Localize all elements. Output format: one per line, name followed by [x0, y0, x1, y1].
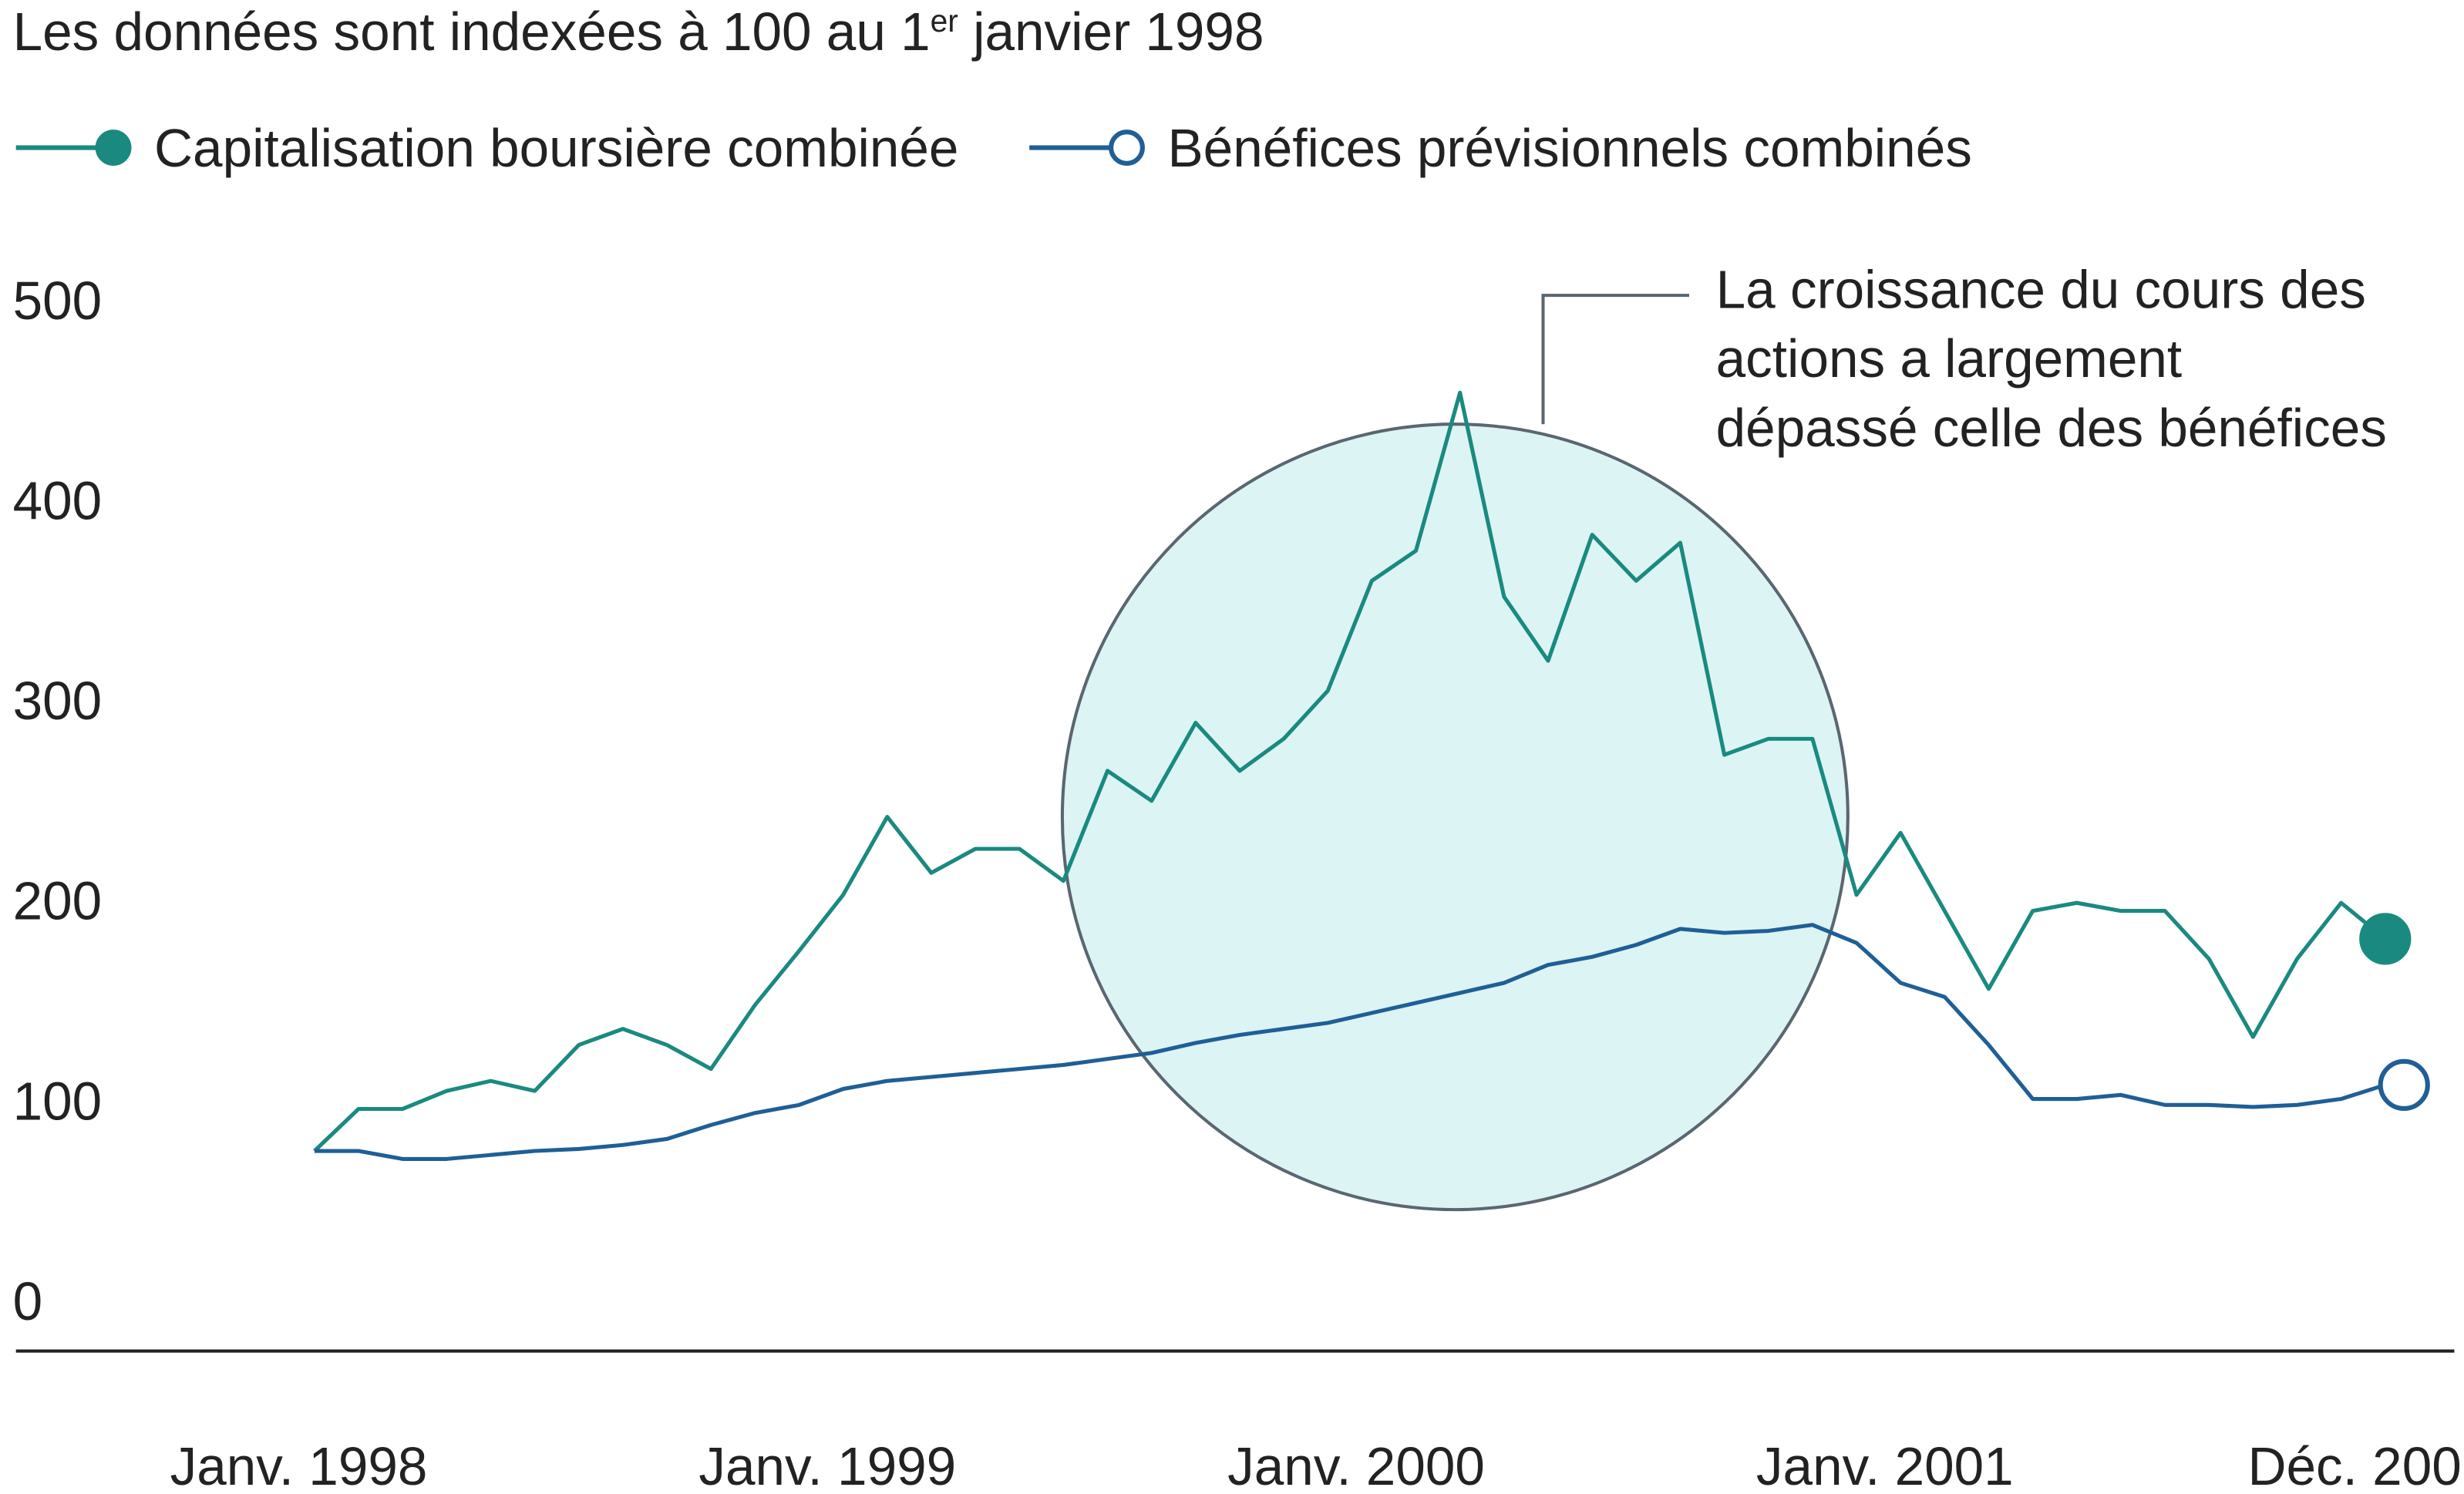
y-tick-label: 400	[13, 471, 103, 531]
y-tick-label: 100	[13, 1071, 103, 1131]
x-tick-label: Janv. 2001	[1756, 1436, 2014, 1494]
highlight-circle	[1060, 422, 1850, 1212]
x-tick-label: Janv. 2000	[1227, 1436, 1485, 1494]
annotation: dépassé celle des bénéfices	[1716, 398, 2387, 458]
subtitle-part: janvier 1998	[958, 2, 1264, 62]
y-tick-label: 200	[13, 871, 103, 931]
x-tick-label: Janv. 1999	[698, 1436, 956, 1494]
y-tick-label: 0	[13, 1271, 43, 1331]
subtitle: Les données sont indexées à 100 au 1er j…	[13, 2, 1264, 62]
x-tick-label: Janv. 1998	[170, 1436, 428, 1494]
annotation-leader	[1541, 294, 1690, 425]
legend-marker	[95, 130, 132, 166]
y-tick-label: 500	[13, 271, 103, 331]
end-marker	[2359, 913, 2412, 965]
legend-label: Bénéfices prévisionnels combinés	[1167, 118, 1971, 178]
data-line	[313, 390, 2387, 1152]
x-tick-label: Déc. 2001	[2248, 1436, 2464, 1494]
annotation: actions a largement	[1716, 328, 2183, 389]
annotation: La croissance du cours des	[1716, 259, 2366, 319]
legend-marker	[1109, 130, 1145, 166]
subtitle-part: Les données sont indexées à 100 au 1	[13, 2, 931, 62]
legend-label: Capitalisation boursière combinée	[154, 118, 958, 178]
end-marker	[2378, 1058, 2430, 1111]
subtitle-sup: er	[931, 3, 958, 39]
y-tick-label: 300	[13, 671, 103, 731]
data-line	[314, 923, 2386, 1161]
